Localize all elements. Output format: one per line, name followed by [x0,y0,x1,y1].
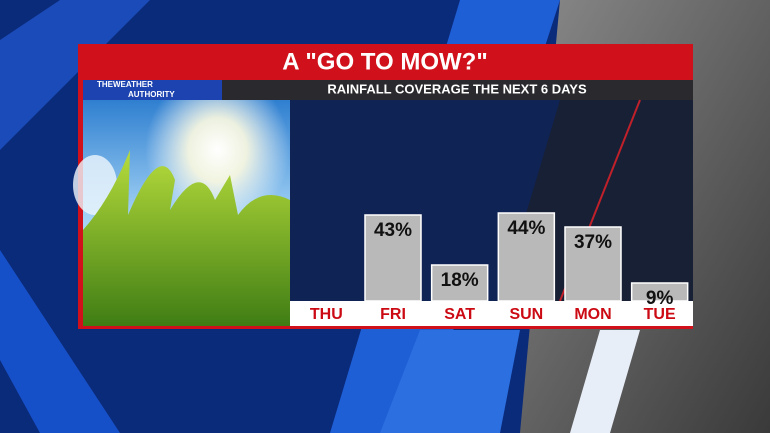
value-label: 44% [507,218,545,239]
category-row [290,301,693,326]
stripe [0,250,120,433]
logo-text: AUTHORITY [128,90,175,99]
logo-box [83,80,222,100]
bar [364,214,422,302]
subtitle-bar [222,80,693,100]
bar [430,264,489,302]
value-label: 9% [646,288,674,309]
x-tick-label: MON [574,306,611,323]
logo-text: THEWEATHER [97,80,153,89]
bar [497,212,556,302]
stripe [570,330,640,433]
stripe [0,0,150,150]
value-label: 18% [441,270,479,291]
x-tick-label: SUN [509,306,543,323]
value-label: 43% [374,220,412,241]
chart-subtitle: RAINFALL COVERAGE THE NEXT 6 DAYS [327,81,587,96]
stripe [380,330,520,433]
chart-title: A "GO TO MOW?" [282,48,487,75]
value-label: 37% [574,232,612,253]
x-tick-label: THU [310,306,343,323]
x-tick-label: FRI [380,306,406,323]
bar [564,226,622,302]
x-tick-label: TUE [644,306,676,323]
x-tick-label: SAT [444,306,475,323]
bar [630,282,689,302]
photo-grass [83,150,290,326]
